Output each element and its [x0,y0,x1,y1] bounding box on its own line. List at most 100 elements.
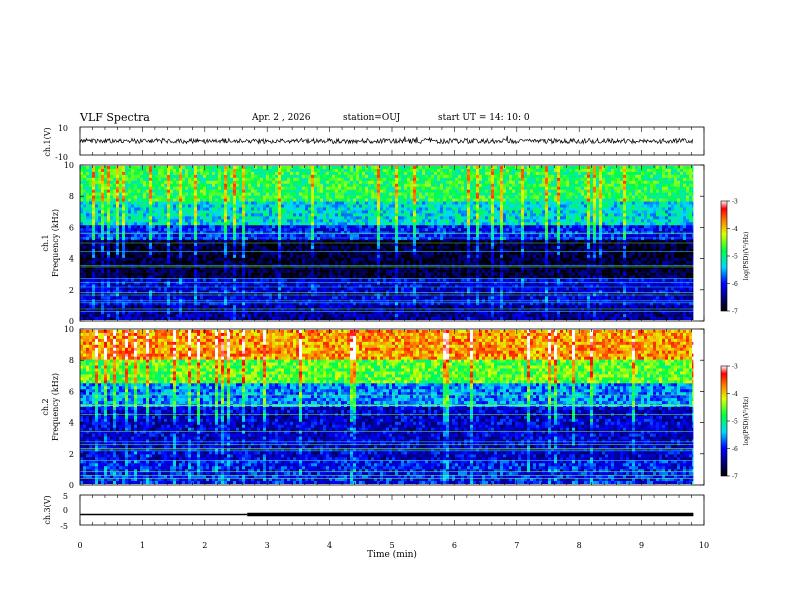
spectrogram-cell [92,192,96,196]
spectrogram-cell [338,166,342,170]
spectrogram-cell [149,305,153,309]
spectrogram-cell [131,245,135,250]
spectrogram-cell [281,186,285,190]
spectrogram-cell [293,201,297,205]
spectrogram-cell [110,180,114,185]
spectrogram-cell [350,311,354,315]
spectrogram-cell [101,207,105,211]
spectrogram-cell [86,222,90,226]
spectrogram-cell [89,284,93,288]
spectrogram-cell [239,201,243,205]
spectrogram-cell [167,177,171,182]
spectrogram-cell [317,231,321,235]
spectrogram-cell [362,183,366,188]
spectrogram-cell [209,237,213,241]
spectrogram-cell [194,198,198,202]
spectrogram-cell [305,231,309,235]
spectrogram-cell [338,260,342,265]
spectrogram-cell [206,237,210,241]
spectrogram-cell [338,269,342,273]
spectrogram-cell [239,257,243,262]
spectrogram-cell [197,278,201,282]
spectrogram-cell [335,183,339,188]
spectrogram-cell [239,222,243,226]
spectrogram-cell [326,231,330,235]
spectrogram-cell [122,240,126,244]
spectrogram-cell [131,204,135,208]
spectrogram-cell [107,311,111,315]
spectrogram-cell [98,166,102,170]
spectrogram-cell [278,284,282,288]
spectrogram-cell [101,278,105,282]
spectrogram-cell [350,248,354,253]
spectrogram-cell [182,219,186,223]
spectrogram-cell [86,237,90,241]
spectrogram-cell [98,308,102,312]
spectrogram-cell [230,243,234,247]
spectrogram-cell [80,272,84,276]
spectrogram-cell [179,207,183,211]
spectrogram-cell [311,222,315,226]
spectrogram-cell [293,237,297,241]
spectrogram-cell [353,207,357,211]
spectrogram-cell [143,257,147,262]
spectrogram-cell [317,317,321,320]
spectrogram-cell [230,311,234,315]
spectrogram-cell [134,278,138,282]
spectrogram-cell [176,237,180,241]
spectrogram-cell [242,171,246,176]
spectrogram-cell [185,308,189,312]
spectrogram-cell [242,245,246,250]
spectrogram-cell [305,266,309,270]
spectrogram-cell [365,272,369,276]
spectrogram-cell [311,192,315,196]
spectrogram-cell [131,287,135,291]
spectrogram-cell [308,219,312,223]
spectrogram-cell [113,314,117,318]
spectrogram-cell [299,231,303,235]
spectrogram-cell [281,183,285,188]
spectrogram-cell [227,248,231,253]
spectrogram-cell [281,234,285,238]
spectrogram-cell [167,183,171,188]
spectrogram-cell [167,192,171,196]
spectrogram-cell [293,275,297,279]
spectrogram-cell [230,281,234,285]
spectrogram-cell [287,189,291,193]
spectrogram-cell [101,204,105,208]
spectrogram-cell [140,317,144,320]
spectrogram-cell [182,260,186,265]
spectrogram-cell [176,275,180,279]
spectrogram-cell [353,234,357,238]
spectrogram-cell [362,243,366,247]
spectrogram-cell [248,290,252,294]
spectrogram-cell [206,198,210,202]
spectrogram-cell [95,245,99,250]
spectrogram-cell [152,302,156,306]
spectrogram-cell [218,281,222,285]
spectrogram-cell [149,243,153,247]
spectrogram-cell [125,186,129,190]
spectrogram-cell [356,195,360,199]
spectrogram-cell [203,290,207,294]
spectrogram-cell [107,278,111,282]
spectrogram-cell [173,207,177,211]
spectrogram-cell [83,192,87,196]
spectrogram-cell [131,222,135,226]
spectrogram-cell [149,269,153,273]
spectrogram-cell [107,198,111,202]
spectrogram-cell [119,275,123,279]
spectrogram-cell [332,275,336,279]
spectrogram-cell [212,177,216,182]
spectrogram-cell [119,192,123,196]
spectrogram-cell [239,166,243,170]
spectrogram-cell [248,210,252,214]
spectrogram-cell [203,168,207,173]
spectrogram-cell [332,251,336,256]
spectrogram-cell [185,248,189,253]
spectrogram-cell [341,266,345,270]
spectrogram-cell [242,260,246,265]
spectrogram-cell [326,168,330,173]
spectrogram-cell [158,278,162,282]
spectrogram-cell [290,243,294,247]
